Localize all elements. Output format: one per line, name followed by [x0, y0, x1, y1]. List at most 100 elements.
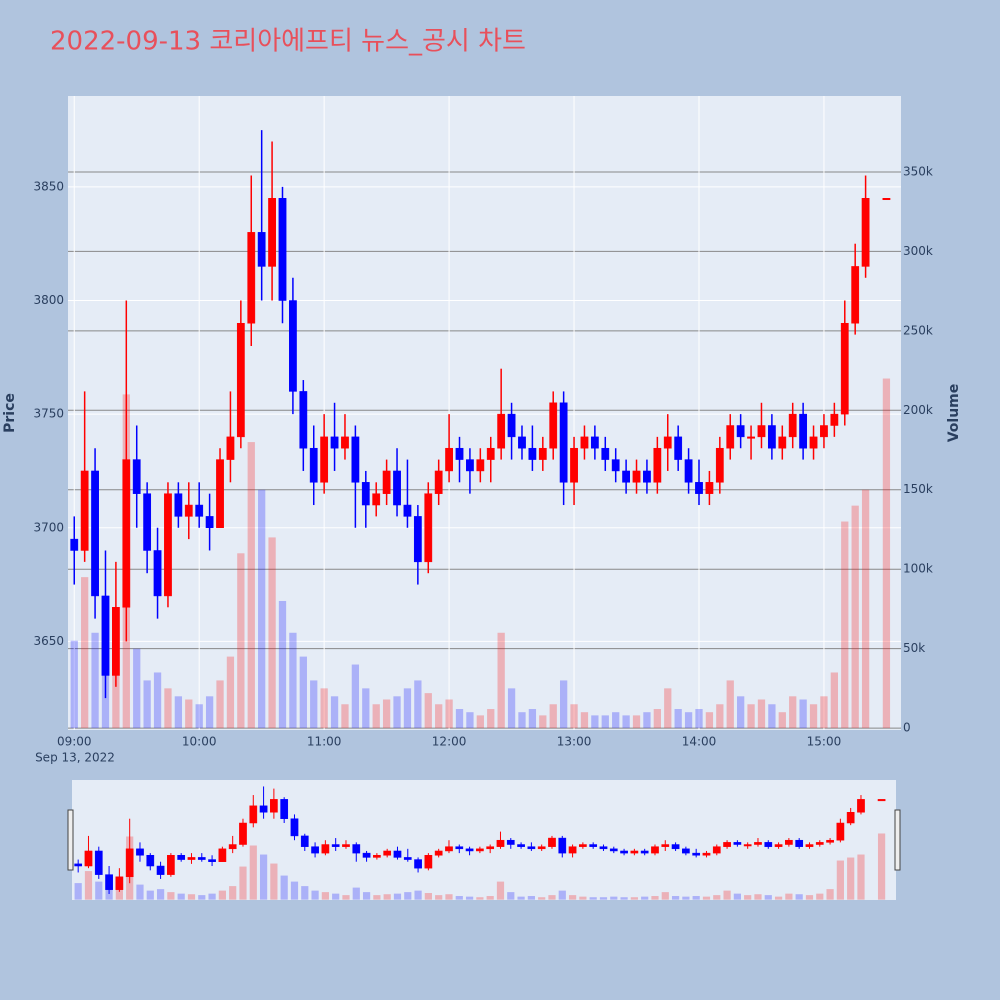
candle-body [715, 447, 724, 483]
candle-body [589, 844, 598, 847]
volume-bar [445, 699, 453, 729]
volume-bar [641, 896, 649, 900]
volume-bar [517, 896, 525, 900]
candle-body [538, 447, 547, 460]
volume-bar [290, 881, 299, 900]
candle-body [259, 805, 268, 813]
volume-bar [651, 896, 659, 900]
candle-body [726, 425, 735, 449]
volume-bar [507, 688, 516, 729]
candle-body [351, 436, 360, 483]
volume-bar [591, 715, 599, 729]
candle-body [156, 865, 165, 875]
candle-body [757, 425, 766, 438]
volume-bar [205, 696, 214, 729]
candle-body [239, 822, 247, 845]
y-tick-label: 3850 [33, 179, 64, 193]
candle-body [778, 436, 787, 449]
candle-body [486, 846, 495, 850]
candle-body [361, 482, 370, 506]
candle-body [197, 857, 206, 860]
volume-bar [435, 895, 443, 900]
candle-body [373, 855, 381, 858]
candle-body [125, 848, 134, 878]
volume-bar [112, 656, 120, 729]
candle-body [809, 436, 818, 449]
volume-bar [487, 709, 495, 729]
y2-tick-label: 350k [903, 164, 933, 178]
candle-body [466, 459, 474, 472]
candle-body [497, 413, 506, 449]
candle-body [132, 459, 141, 494]
candle-body [643, 470, 651, 483]
candle-body [682, 848, 690, 854]
candle-body [413, 516, 422, 563]
volume-bar [393, 696, 401, 729]
volume-bar [321, 892, 329, 900]
volume-bar [351, 664, 360, 729]
range-handle[interactable] [67, 809, 74, 871]
y-tick-label: 3700 [33, 520, 64, 534]
volume-bar [527, 896, 535, 900]
volume-bar [455, 896, 463, 900]
volume-bar [599, 897, 608, 900]
candle-body [70, 538, 79, 551]
candle-body [195, 504, 204, 517]
candle-body [455, 846, 464, 850]
volume-bar [393, 893, 402, 900]
candle-body [247, 232, 256, 324]
candle-body [570, 447, 578, 483]
candle-body [289, 300, 297, 392]
volume-bar [836, 860, 844, 900]
volume-bar [280, 875, 288, 900]
volume-bar [352, 887, 360, 900]
x-tick-label: 09:00 [57, 735, 92, 749]
volume-bar [809, 704, 818, 729]
candle-body [826, 839, 834, 843]
volume-bar [737, 696, 745, 729]
volume-bar [216, 680, 224, 729]
candle-body [663, 436, 672, 449]
volume-bar [820, 696, 828, 729]
volume-bar [249, 845, 257, 900]
candle-body [268, 198, 276, 267]
volume-bar [816, 893, 824, 900]
volume-bar [226, 656, 235, 729]
candle-body [836, 822, 845, 841]
volume-bar [229, 886, 237, 900]
candle-body [393, 850, 402, 858]
candle-body [362, 852, 371, 858]
x-tick-label: 14:00 [682, 735, 717, 749]
range-slider[interactable] [72, 780, 896, 900]
volume-bar [156, 889, 165, 900]
candle-body [795, 839, 804, 847]
candle-body [136, 848, 144, 856]
candle-body [309, 447, 318, 483]
volume-bar [622, 715, 630, 729]
candle-body [486, 447, 495, 460]
candle-body [115, 876, 124, 890]
candle-body [788, 413, 797, 438]
y2-tick-label: 150k [903, 482, 933, 496]
volume-bar [558, 890, 566, 900]
candle-body [518, 436, 526, 449]
range-handle[interactable] [894, 809, 901, 871]
volume-bar [692, 896, 700, 900]
volume-bar [289, 632, 297, 729]
candle-body [661, 844, 670, 847]
y2-tick-label: 200k [903, 403, 933, 417]
volume-bar [664, 688, 672, 729]
volume-bar [146, 890, 154, 900]
volume-bar [671, 896, 680, 900]
candle-body [695, 482, 703, 494]
volume-bar [539, 715, 547, 729]
candle-body [548, 837, 556, 847]
volume-bar [713, 895, 721, 900]
volume-bar [465, 896, 474, 900]
candle-body [321, 844, 330, 854]
volume-bar [632, 715, 641, 729]
volume-bar [424, 693, 432, 729]
volume-bar [507, 892, 515, 900]
candle-body [280, 799, 289, 819]
volume-bar [455, 709, 464, 729]
